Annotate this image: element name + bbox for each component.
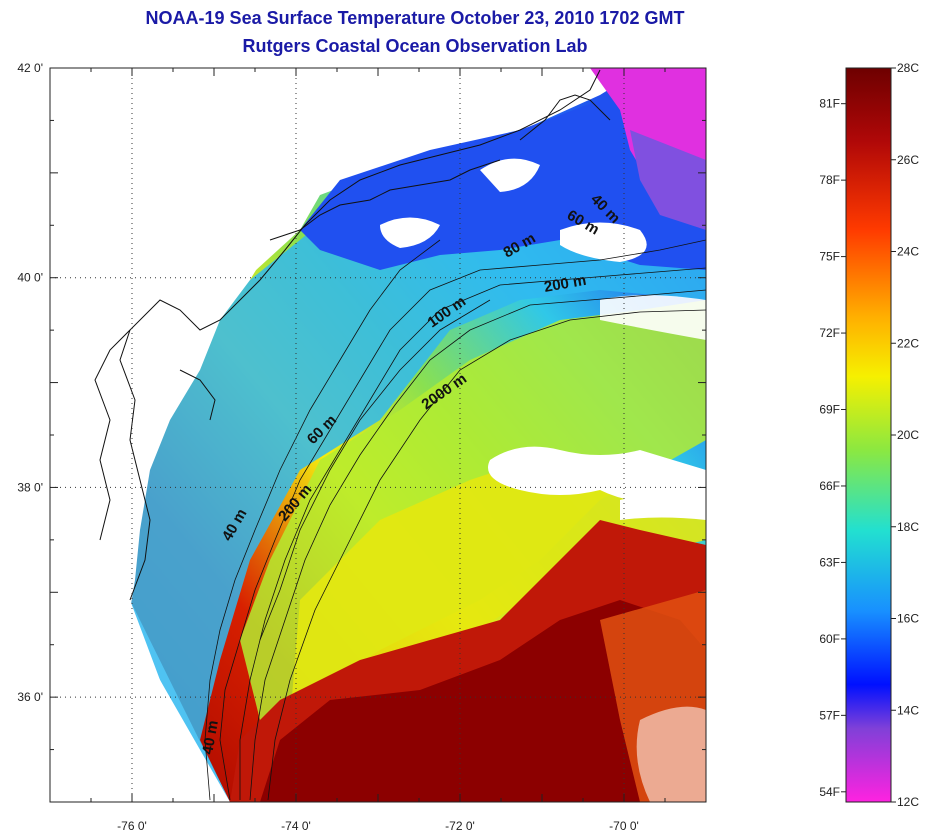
colorbar-celsius-label: 24C xyxy=(897,245,919,259)
colorbar-celsius-label: 16C xyxy=(897,612,919,626)
longitude-tick-label: -74 0' xyxy=(281,819,311,832)
colorbar-celsius-label: 28C xyxy=(897,61,919,75)
colorbar-celsius-label: 26C xyxy=(897,153,919,167)
colorbar-fahrenheit-label: 66F xyxy=(819,479,840,493)
sst-image xyxy=(50,68,706,802)
latitude-tick-label: 36 0' xyxy=(17,690,43,704)
latitude-tick-label: 42 0' xyxy=(17,61,43,75)
colorbar-fahrenheit-label: 69F xyxy=(819,403,840,417)
latitude-tick-label: 40 0' xyxy=(17,271,43,285)
latitude-tick-label: 38 0' xyxy=(17,480,43,494)
longitude-tick-label: -72 0' xyxy=(445,819,475,832)
longitude-tick-label: -70 0' xyxy=(609,819,639,832)
map-title: NOAA-19 Sea Surface Temperature October … xyxy=(145,8,685,28)
colorbar-fahrenheit-label: 54F xyxy=(819,785,840,799)
axis-tick-labels: -76 0' -74 0' -72 0' -70 0' 42 0' 40 0' 38 0' 3… xyxy=(17,61,638,832)
colorbar-fahrenheit-label: 57F xyxy=(819,708,840,722)
longitude-tick-label: -76 0' xyxy=(117,819,147,832)
colorbar-labels: 28C 26C 24C 22C 20C 18C 16C 14C 12C 81F 78F 75F 72F 6… xyxy=(819,61,919,809)
colorbar-fahrenheit-label: 81F xyxy=(819,97,840,111)
colorbar-fahrenheit-label: 63F xyxy=(819,555,840,569)
colorbar-fahrenheit-label: 60F xyxy=(819,632,840,646)
colorbar-celsius-label: 18C xyxy=(897,520,919,534)
colorbar-celsius-label: 12C xyxy=(897,795,919,809)
colorbar-celsius-label: 22C xyxy=(897,336,919,350)
colorbar-celsius-label: 20C xyxy=(897,428,919,442)
map-frame xyxy=(49,67,707,803)
colorbar-fahrenheit-label: 78F xyxy=(819,173,840,187)
colorbar-fahrenheit-label: 72F xyxy=(819,326,840,340)
colorbar-celsius-label: 14C xyxy=(897,703,919,717)
map-subtitle: Rutgers Coastal Ocean Observation Lab xyxy=(242,36,588,56)
colorbar-fahrenheit-label: 75F xyxy=(819,250,840,264)
contour-label: 40 m xyxy=(199,719,222,756)
colorbar xyxy=(845,67,892,803)
